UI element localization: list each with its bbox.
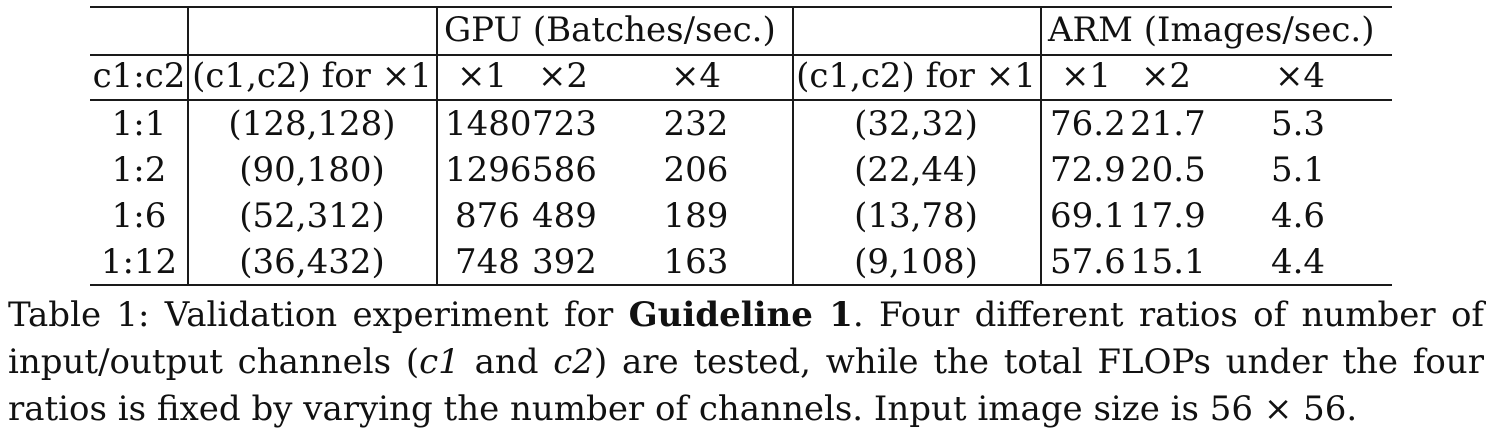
row-2-gpu-channels: (90,180) [239, 150, 385, 190]
row-4-arm-channels: (9,108) [854, 242, 978, 282]
row-2-ratio: 1:2 [111, 150, 167, 190]
header-group-rule [90, 54, 1392, 56]
caption-rest: ) are tested, while the total FLOPs unde… [8, 342, 1484, 429]
row-4-gpu-x2: 392 [532, 242, 597, 282]
row-1-gpu-x1: 1480 [445, 104, 532, 144]
row-1-gpu-x4: 232 [663, 104, 729, 144]
row-1-arm-channels: (32,32) [854, 104, 978, 144]
row-2-gpu-x1: 1296 [445, 150, 532, 190]
col-divider-1 [187, 6, 189, 286]
row-3-gpu-x1: 876 [455, 196, 520, 236]
caption-mid: . Four different ratios of number of inp… [8, 295, 1484, 382]
col-divider-2 [436, 6, 438, 286]
row-3-gpu-channels: (52,312) [239, 196, 385, 236]
gpu-x4-header: ×4 [670, 56, 722, 96]
table-top-rule [90, 6, 1392, 8]
col-divider-4 [1040, 6, 1042, 286]
row-1-arm-x1: 76.2 [1050, 104, 1126, 144]
caption-and: and [459, 342, 554, 382]
caption-prefix: Table 1: Validation experiment for [8, 295, 629, 335]
row-1-ratio: 1:1 [111, 104, 167, 144]
row-3-arm-x2: 17.9 [1130, 196, 1206, 236]
caption-guideline: Guideline 1 [628, 295, 853, 335]
arm-group-header: ARM (Images/sec.) [1048, 10, 1375, 50]
row-1-arm-x2: 21.7 [1130, 104, 1206, 144]
row-4-gpu-x4: 163 [663, 242, 729, 282]
gpu-channels-header: (c1,c2) for ×1 [192, 56, 432, 96]
gpu-x1-header: ×1 [456, 56, 508, 96]
row-4-arm-x1: 57.6 [1050, 242, 1126, 282]
row-2-arm-x1: 72.9 [1050, 150, 1126, 190]
row-3-gpu-x2: 489 [532, 196, 597, 236]
row-3-ratio: 1:6 [111, 196, 167, 236]
row-2-arm-channels: (22,44) [854, 150, 978, 190]
row-1-gpu-channels: (128,128) [228, 104, 396, 144]
row-4-ratio: 1:12 [100, 242, 178, 282]
arm-x4-header: ×4 [1274, 56, 1326, 96]
row-4-arm-x2: 15.1 [1130, 242, 1206, 282]
ratio-header: c1:c2 [92, 56, 186, 96]
results-table: GPU (Batches/sec.) ARM (Images/sec.) c1:… [90, 6, 1392, 286]
row-3-arm-x4: 4.6 [1270, 196, 1326, 236]
caption-c1: c1 [419, 342, 460, 382]
col-divider-3 [792, 6, 794, 286]
row-1-gpu-x2: 723 [532, 104, 597, 144]
row-2-arm-x2: 20.5 [1130, 150, 1206, 190]
row-3-gpu-x4: 189 [663, 196, 729, 236]
table-bottom-rule [90, 284, 1392, 286]
arm-x2-header: ×2 [1140, 56, 1192, 96]
table-caption: Table 1: Validation experiment for Guide… [8, 292, 1484, 433]
row-2-gpu-x4: 206 [663, 150, 729, 190]
header-bottom-rule [90, 99, 1392, 101]
caption-text: Table 1: Validation experiment for Guide… [8, 292, 1484, 433]
gpu-group-header: GPU (Batches/sec.) [444, 10, 776, 50]
arm-x1-header: ×1 [1060, 56, 1112, 96]
row-3-arm-x1: 69.1 [1050, 196, 1126, 236]
row-4-arm-x4: 4.4 [1270, 242, 1326, 282]
caption-c2: c2 [553, 342, 594, 382]
row-2-arm-x4: 5.1 [1270, 150, 1326, 190]
row-4-gpu-channels: (36,432) [239, 242, 385, 282]
gpu-x2-header: ×2 [537, 56, 589, 96]
row-4-gpu-x1: 748 [455, 242, 520, 282]
row-3-arm-channels: (13,78) [854, 196, 978, 236]
row-2-gpu-x2: 586 [532, 150, 597, 190]
arm-channels-header: (c1,c2) for ×1 [796, 56, 1036, 96]
row-1-arm-x4: 5.3 [1270, 104, 1326, 144]
